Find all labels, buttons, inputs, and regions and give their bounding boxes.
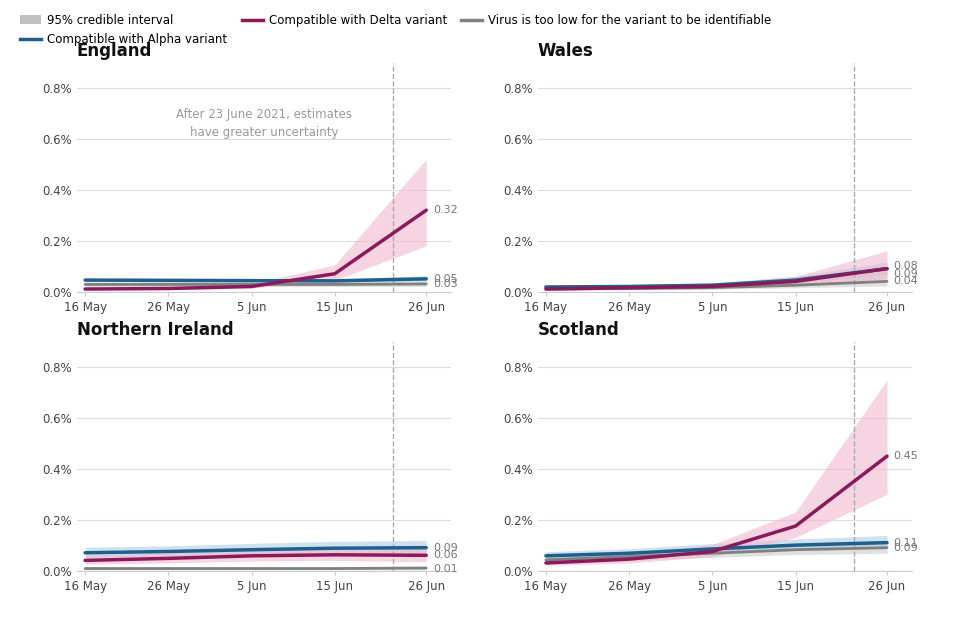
Text: 0.45: 0.45 (894, 451, 919, 461)
Legend: 95% credible interval, Compatible with Alpha variant, Compatible with Delta vari: 95% credible interval, Compatible with A… (15, 9, 777, 50)
Text: 0.06: 0.06 (433, 551, 458, 561)
Text: 0.08: 0.08 (894, 261, 919, 271)
Text: 0.09: 0.09 (894, 269, 919, 279)
Text: After 23 June 2021, estimates
have greater uncertainty: After 23 June 2021, estimates have great… (176, 108, 352, 139)
Text: 0.03: 0.03 (433, 279, 458, 289)
Text: 0.01: 0.01 (433, 564, 458, 574)
Text: 0.04: 0.04 (894, 277, 919, 287)
Text: Northern Ireland: Northern Ireland (77, 321, 233, 339)
Text: England: England (77, 42, 153, 60)
Text: Wales: Wales (538, 42, 593, 60)
Text: 0.09: 0.09 (894, 543, 919, 552)
Text: Scotland: Scotland (538, 321, 619, 339)
Text: 0.11: 0.11 (894, 537, 919, 547)
Text: 0.05: 0.05 (433, 274, 458, 284)
Text: 0.09: 0.09 (433, 543, 458, 552)
Text: 0.32: 0.32 (433, 205, 458, 215)
